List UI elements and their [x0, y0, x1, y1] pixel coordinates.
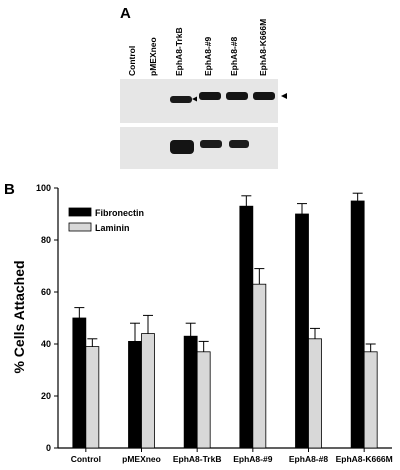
lane-label: Control	[127, 46, 137, 76]
bar-laminin	[252, 283, 267, 449]
legend: Fibronectin Laminin	[68, 207, 144, 233]
bar-laminin	[85, 346, 100, 449]
bar-laminin	[141, 333, 155, 449]
y-tick-label: 20	[41, 391, 51, 401]
x-tick-label: Control	[71, 454, 101, 464]
blot-membrane	[120, 79, 278, 123]
blot-bottom	[120, 127, 278, 169]
lane-label: EphA8-K666M	[258, 19, 268, 76]
lane-label: EphA8-TrkB	[174, 27, 184, 76]
bar-laminin	[363, 351, 378, 449]
bar-fibronectin	[239, 205, 254, 449]
x-tick-label: pMEXneo	[122, 454, 161, 464]
lane-label: EphA8-#8	[229, 37, 239, 76]
blot-band	[200, 140, 222, 148]
lane-labels: Control pMEXneo EphA8-TrkB EphA8-#9 EphA…	[127, 19, 268, 76]
blot-top	[120, 79, 287, 123]
bar-laminin	[196, 351, 211, 449]
y-tick-label: 60	[41, 287, 51, 297]
bar-fibronectin	[183, 335, 198, 449]
bar-laminin	[308, 338, 322, 449]
blot-band	[199, 92, 221, 100]
panel-a-letter: A	[120, 5, 131, 22]
blot-band	[253, 92, 275, 100]
x-tick-label: EphA8-#9	[233, 454, 272, 464]
y-tick-label: 0	[46, 443, 51, 453]
bar-fibronectin	[350, 200, 365, 449]
y-tick-label: 100	[36, 183, 51, 193]
x-tick-label: EphA8-K666M	[336, 454, 393, 464]
y-tick-label: 40	[41, 339, 51, 349]
plot-area: 0 20 40 60 80 100 Control pMEXneo EphA8-TrkB EphA…	[36, 183, 393, 464]
blot-band	[170, 96, 192, 103]
blot-band	[229, 140, 249, 148]
panel-b-letter: B	[4, 181, 15, 198]
panel-b: B % Cells Attached 0 20 40 60 80 100 Control pM…	[4, 181, 393, 464]
y-tick-label: 80	[41, 235, 51, 245]
blot-band	[226, 92, 248, 100]
panel-a: A Control pMEXneo EphA8-TrkB EphA8-#9 Ep…	[120, 5, 287, 169]
bar-fibronectin	[72, 317, 87, 449]
y-axis-title: % Cells Attached	[11, 260, 27, 373]
legend-swatch-fibronectin	[68, 207, 92, 217]
blot-membrane	[120, 127, 278, 169]
arrow-icon	[281, 93, 287, 99]
legend-label-fibronectin: Fibronectin	[95, 208, 144, 218]
bar-fibronectin	[128, 340, 142, 449]
lane-label: EphA8-#9	[203, 37, 213, 76]
arrowhead-icon	[192, 96, 197, 102]
legend-swatch-laminin	[68, 222, 92, 232]
bar-fibronectin	[295, 213, 309, 449]
x-tick-label: EphA8-TrkB	[173, 454, 222, 464]
blot-band	[170, 140, 194, 154]
legend-label-laminin: Laminin	[95, 223, 130, 233]
x-tick-label: EphA8-#8	[289, 454, 328, 464]
lane-label: pMEXneo	[148, 37, 158, 76]
